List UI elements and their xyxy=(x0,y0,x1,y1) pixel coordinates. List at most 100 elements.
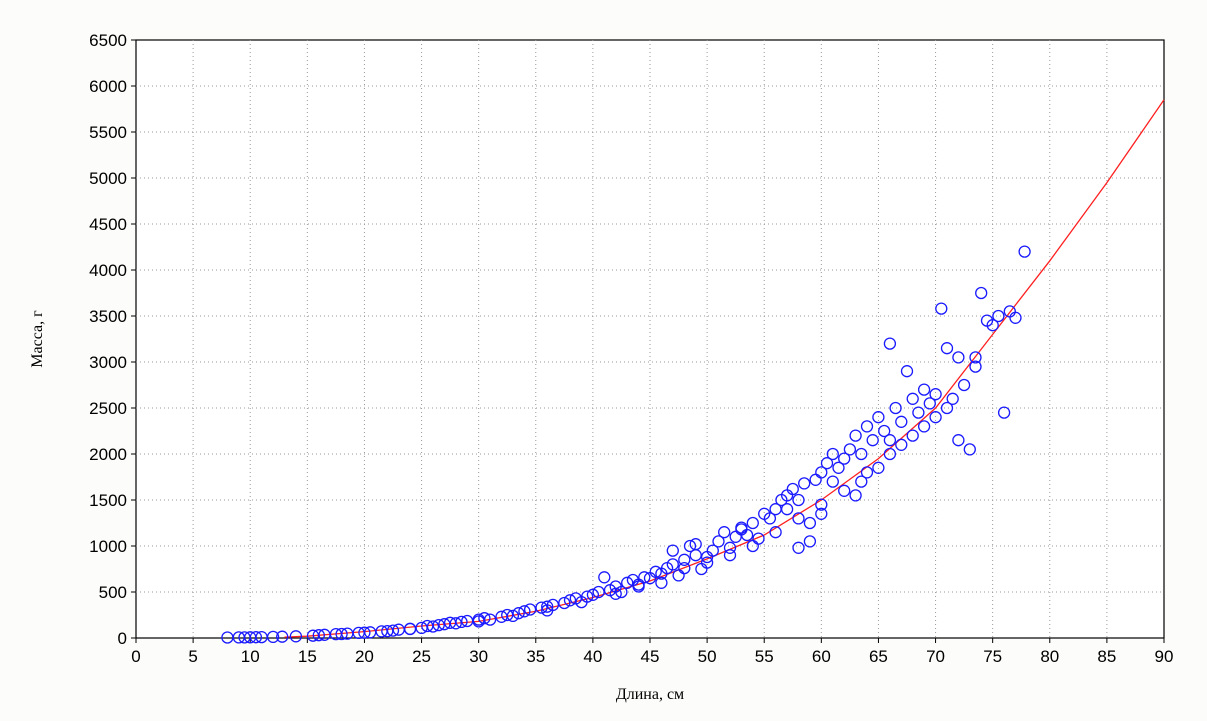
data-point xyxy=(666,558,679,571)
y-tick-label: 6500 xyxy=(89,31,127,50)
data-point xyxy=(249,631,263,644)
data-point xyxy=(900,365,914,378)
data-point xyxy=(575,595,588,609)
data-point xyxy=(735,523,748,536)
data-point xyxy=(895,438,908,451)
data-point xyxy=(855,475,868,488)
data-point xyxy=(826,475,839,488)
x-tick-label: 15 xyxy=(298,647,317,666)
data-point xyxy=(615,585,628,599)
y-tick-label: 6000 xyxy=(89,77,127,96)
data-point xyxy=(632,580,645,593)
data-point xyxy=(592,585,605,599)
data-point xyxy=(723,541,737,554)
data-point xyxy=(501,608,514,622)
data-point xyxy=(849,429,862,442)
data-point xyxy=(917,383,931,396)
data-point xyxy=(803,516,817,530)
y-tick-label: 1500 xyxy=(89,491,127,510)
data-point xyxy=(997,406,1011,419)
data-point xyxy=(935,302,948,315)
data-point xyxy=(506,609,520,623)
data-point xyxy=(598,571,611,584)
data-point xyxy=(1009,311,1022,324)
y-tick-label: 2500 xyxy=(89,399,127,418)
data-point xyxy=(638,571,651,584)
data-point xyxy=(895,415,908,428)
data-point xyxy=(312,629,325,642)
data-point xyxy=(832,461,845,474)
data-point xyxy=(849,489,862,502)
data-point xyxy=(872,461,885,474)
data-point xyxy=(289,630,303,643)
data-point xyxy=(906,429,919,442)
data-point xyxy=(426,620,440,633)
data-point xyxy=(683,539,697,553)
data-point xyxy=(558,596,571,610)
data-point xyxy=(541,600,554,613)
x-tick-label: 75 xyxy=(983,647,1002,666)
data-point xyxy=(912,406,925,419)
data-point xyxy=(358,626,371,639)
data-point xyxy=(969,360,982,373)
y-axis-ticks: 0 500 1000 1500 2000 2500 3000 3500 4000 4500 5000… xyxy=(89,31,136,648)
data-point xyxy=(792,493,805,507)
data-point xyxy=(386,624,400,637)
data-point xyxy=(609,587,622,600)
data-point xyxy=(689,538,702,551)
x-tick-label: 55 xyxy=(755,647,774,666)
data-point xyxy=(860,420,874,433)
data-point xyxy=(586,588,600,601)
x-tick-label: 85 xyxy=(1097,647,1116,666)
data-point xyxy=(946,392,959,405)
data-point xyxy=(803,535,817,548)
x-tick-label: 50 xyxy=(698,647,717,666)
data-point xyxy=(432,618,445,632)
y-axis-title: Масса, г xyxy=(29,310,46,368)
fit-curve xyxy=(284,99,1165,638)
data-point xyxy=(815,466,828,479)
data-point xyxy=(655,576,668,589)
data-point xyxy=(906,392,919,405)
data-point xyxy=(826,447,839,461)
data-point xyxy=(523,603,537,616)
data-point xyxy=(780,503,794,516)
data-point xyxy=(952,351,965,364)
data-point xyxy=(1018,245,1031,258)
x-tick-label: 80 xyxy=(1040,647,1059,666)
x-tick-label: 35 xyxy=(526,647,545,666)
data-point xyxy=(718,526,731,539)
scatter-points xyxy=(221,245,1031,644)
x-axis-ticks: 0 5 10 15 20 25 30 35 40 45 50 55 60 65 70 75 80 85 90 xyxy=(131,638,1173,666)
data-point xyxy=(649,565,662,578)
plot-area xyxy=(135,39,1165,639)
data-point xyxy=(940,342,954,355)
x-tick-label: 65 xyxy=(869,647,888,666)
y-tick-label: 5500 xyxy=(89,123,127,142)
data-point xyxy=(763,512,777,525)
data-point xyxy=(455,615,468,629)
x-axis-title: Длина, см xyxy=(616,686,684,703)
data-point xyxy=(541,604,554,617)
y-tick-label: 2000 xyxy=(89,445,127,464)
data-point xyxy=(820,457,834,470)
data-point xyxy=(855,447,868,461)
data-point xyxy=(952,434,965,447)
y-tick-label: 3500 xyxy=(89,307,127,326)
data-point xyxy=(746,539,759,553)
y-tick-label: 3000 xyxy=(89,353,127,372)
x-tick-label: 5 xyxy=(188,647,197,666)
data-point xyxy=(712,535,725,548)
data-point xyxy=(266,630,280,644)
y-tick-label: 4000 xyxy=(89,261,127,280)
data-point xyxy=(986,319,999,332)
data-point xyxy=(815,507,828,520)
data-point xyxy=(621,576,634,589)
data-point xyxy=(883,447,897,461)
x-tick-label: 25 xyxy=(412,647,431,666)
data-point xyxy=(878,424,891,438)
data-point xyxy=(838,484,851,497)
data-point xyxy=(483,613,497,626)
